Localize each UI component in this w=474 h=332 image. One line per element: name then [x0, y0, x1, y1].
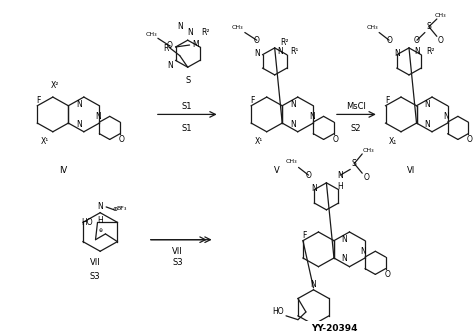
Text: O: O — [363, 173, 369, 182]
Text: X²: X² — [51, 81, 59, 90]
Text: R¹: R¹ — [164, 44, 172, 53]
Text: N: N — [76, 100, 82, 109]
Text: X¹: X¹ — [41, 137, 49, 146]
Text: R²: R² — [281, 38, 289, 46]
Text: N: N — [337, 171, 343, 180]
Text: O: O — [254, 36, 260, 45]
Text: BF₃: BF₃ — [117, 207, 127, 211]
Text: O: O — [386, 36, 392, 45]
Text: CH₃: CH₃ — [286, 159, 297, 164]
Text: O: O — [438, 36, 444, 45]
Text: H: H — [337, 182, 343, 191]
Text: N: N — [394, 49, 400, 58]
Text: CH₃: CH₃ — [366, 25, 378, 30]
Text: O: O — [384, 270, 390, 279]
Text: O: O — [118, 135, 125, 144]
Text: N: N — [424, 100, 430, 109]
Text: N: N — [97, 203, 103, 211]
Text: N: N — [309, 112, 315, 121]
Text: HO: HO — [272, 307, 284, 316]
Text: S: S — [352, 159, 356, 168]
Text: VII: VII — [173, 247, 183, 256]
Text: R²: R² — [201, 28, 210, 37]
Text: S3: S3 — [90, 272, 100, 281]
Text: CH₃: CH₃ — [232, 25, 244, 30]
Text: X₁: X₁ — [389, 137, 397, 146]
Text: F: F — [251, 96, 255, 106]
Text: N: N — [310, 280, 316, 289]
Text: O: O — [333, 135, 338, 144]
Text: YY-20394: YY-20394 — [311, 324, 357, 332]
Text: S2: S2 — [351, 124, 361, 133]
Text: V: V — [274, 166, 280, 175]
Text: S1: S1 — [182, 124, 192, 133]
Text: N: N — [290, 120, 296, 128]
Text: F: F — [385, 96, 389, 106]
Text: R²: R² — [427, 47, 435, 56]
Text: CH₃: CH₃ — [363, 147, 374, 153]
Text: M: M — [192, 40, 199, 48]
Text: N: N — [76, 120, 82, 128]
Text: N: N — [342, 254, 347, 264]
Text: N: N — [424, 120, 430, 128]
Text: CH₃: CH₃ — [146, 32, 158, 37]
Text: N: N — [443, 112, 449, 121]
Text: N: N — [342, 235, 347, 244]
Text: N: N — [167, 61, 173, 70]
Text: R¹: R¹ — [291, 47, 299, 56]
Text: N: N — [254, 49, 260, 58]
Text: N: N — [95, 112, 100, 121]
Text: O: O — [167, 42, 173, 50]
Text: VII: VII — [90, 258, 100, 267]
Text: MsCl: MsCl — [346, 102, 366, 111]
Text: S: S — [427, 22, 431, 31]
Text: HO: HO — [82, 218, 93, 227]
Text: S3: S3 — [173, 258, 183, 267]
Text: S1: S1 — [182, 102, 192, 111]
Text: O: O — [414, 36, 420, 45]
Text: IV: IV — [59, 166, 67, 175]
Text: N: N — [290, 100, 296, 109]
Text: F: F — [302, 231, 307, 240]
Text: F: F — [36, 96, 41, 106]
Text: VI: VI — [408, 166, 416, 175]
Text: O: O — [467, 135, 473, 144]
Text: N: N — [177, 22, 182, 31]
Text: CH₃: CH₃ — [435, 13, 447, 18]
Text: N: N — [277, 47, 283, 56]
Text: X¹: X¹ — [255, 137, 263, 146]
Text: S: S — [185, 76, 191, 85]
Text: O: O — [306, 171, 311, 180]
Text: N: N — [414, 47, 420, 56]
Text: ⊕: ⊕ — [112, 207, 118, 212]
Text: N: N — [187, 28, 192, 37]
Text: N: N — [311, 184, 318, 193]
Text: H: H — [97, 216, 103, 225]
Text: ⊕: ⊕ — [98, 228, 102, 233]
Text: N: N — [361, 247, 366, 256]
